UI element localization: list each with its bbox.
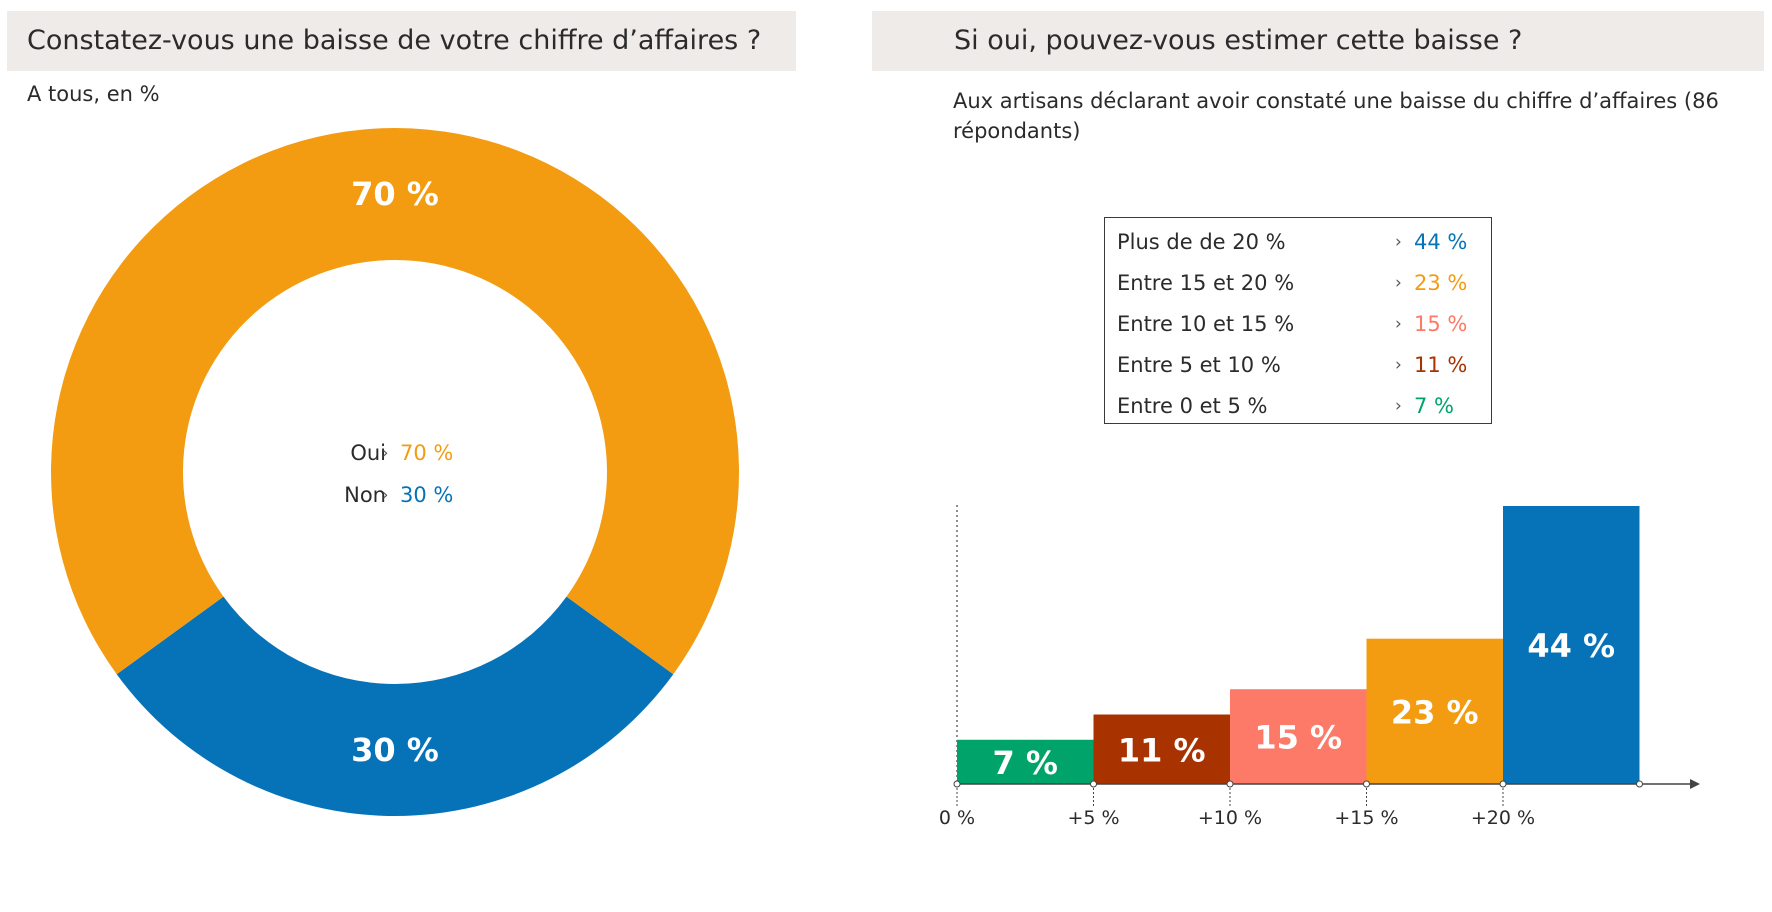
left-chart-title: Constatez-vous une baisse de votre chiff… [7,11,796,71]
bar-legend-row: Entre 10 et 15 % › 15 % [1117,304,1491,345]
legend-value: 7 % [1414,394,1454,418]
legend-label: Non [344,483,386,507]
legend-value: 15 % [1414,312,1468,336]
bar-legend: Plus de de 20 % › 44 % Entre 15 et 20 % … [1104,217,1492,424]
x-tick-label: +20 % [1471,807,1535,829]
donut-legend-row-non: Non › 30 % [300,474,500,516]
legend-value: 30 % [400,483,454,507]
bar-legend-row: Entre 5 et 10 % › 11 % [1117,345,1491,386]
legend-label: Entre 0 et 5 % [1117,394,1268,418]
bar-legend-row: Plus de de 20 % › 44 % [1117,222,1491,263]
chevron-right-icon: › [1395,273,1402,293]
right-chart-subtitle: Aux artisans déclarant avoir constaté un… [953,89,1719,143]
bar-2 [1230,689,1367,784]
bar-value-label: 23 % [1391,693,1479,731]
donut-slice-label: 30 % [351,731,439,769]
bar-legend-row: Entre 15 et 20 % › 23 % [1117,263,1491,304]
bar-value-label: 15 % [1254,719,1342,757]
legend-value: 23 % [1414,271,1468,295]
chevron-right-icon: › [382,485,389,504]
bar-0 [957,739,1094,784]
bar-3 [1366,638,1503,784]
x-tick-marker [953,780,961,788]
x-tick-label: +10 % [1198,807,1262,829]
legend-value: 11 % [1414,353,1468,377]
chevron-right-icon: › [1395,396,1402,416]
x-tick-label: +15 % [1334,807,1398,829]
x-tick-marker [1363,780,1370,788]
bar-legend-row: Entre 0 et 5 % › 7 % [1117,386,1491,427]
bar-value-label: 11 % [1118,731,1206,769]
bar-value-label: 44 % [1527,627,1615,665]
bar-value-label: 7 % [993,744,1058,782]
donut-legend: Oui › 70 % Non › 30 % [300,432,500,516]
x-tick-marker [1090,780,1097,788]
x-tick-marker [1499,780,1507,788]
x-axis-arrow-icon [1690,779,1700,789]
x-tick-marker [1226,780,1234,788]
chevron-right-icon: › [1395,314,1402,334]
legend-label: Plus de de 20 % [1117,230,1286,254]
donut-slice-non [116,596,674,817]
left-chart-subtitle: A tous, en % [27,82,160,106]
chevron-right-icon: › [1395,232,1402,252]
x-tick-label: +5 % [1067,807,1119,829]
x-tick-marker [1636,780,1643,788]
chevron-right-icon: › [1395,355,1402,375]
legend-label: Entre 15 et 20 % [1117,271,1295,295]
legend-label: Entre 5 et 10 % [1117,353,1281,377]
donut-slice-label: 70 % [351,175,439,213]
donut-slice-oui [50,127,739,675]
bar-4 [1503,506,1640,784]
bar-1 [1093,714,1230,784]
donut-legend-row-oui: Oui › 70 % [300,432,500,474]
x-tick-label: 0 % [939,807,975,829]
right-chart-title: Si oui, pouvez-vous estimer cette baisse… [872,11,1764,71]
legend-value: 44 % [1414,230,1468,254]
legend-label: Oui [350,441,386,465]
legend-value: 70 % [400,441,454,465]
legend-label: Entre 10 et 15 % [1117,312,1295,336]
chevron-right-icon: › [382,443,389,462]
